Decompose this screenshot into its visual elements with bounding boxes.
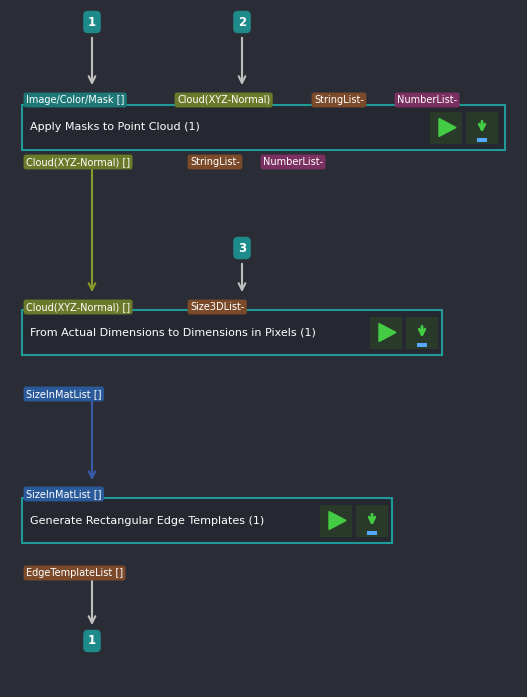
Polygon shape bbox=[439, 118, 456, 137]
Text: From Actual Dimensions to Dimensions in Pixels (1): From Actual Dimensions to Dimensions in … bbox=[30, 328, 316, 337]
Polygon shape bbox=[379, 323, 396, 342]
Text: EdgeTemplateList []: EdgeTemplateList [] bbox=[26, 568, 123, 578]
Text: Generate Rectangular Edge Templates (1): Generate Rectangular Edge Templates (1) bbox=[30, 516, 264, 526]
FancyBboxPatch shape bbox=[430, 112, 462, 144]
Text: 3: 3 bbox=[238, 241, 246, 254]
Text: 1: 1 bbox=[88, 634, 96, 648]
Text: SizeInMatList []: SizeInMatList [] bbox=[26, 389, 102, 399]
FancyBboxPatch shape bbox=[22, 105, 505, 150]
FancyBboxPatch shape bbox=[466, 112, 498, 144]
FancyBboxPatch shape bbox=[22, 310, 442, 355]
FancyBboxPatch shape bbox=[417, 342, 427, 346]
FancyBboxPatch shape bbox=[356, 505, 388, 537]
Polygon shape bbox=[329, 512, 346, 530]
Text: Cloud(XYZ-Normal): Cloud(XYZ-Normal) bbox=[177, 95, 270, 105]
FancyBboxPatch shape bbox=[406, 316, 438, 348]
Text: SizeInMatList []: SizeInMatList [] bbox=[26, 489, 102, 499]
FancyBboxPatch shape bbox=[367, 530, 377, 535]
Text: StringList-: StringList- bbox=[314, 95, 364, 105]
Text: StringList-: StringList- bbox=[190, 157, 240, 167]
FancyBboxPatch shape bbox=[477, 137, 487, 141]
Text: NumberList-: NumberList- bbox=[263, 157, 323, 167]
Text: Image/Color/Mask []: Image/Color/Mask [] bbox=[26, 95, 124, 105]
Text: Cloud(XYZ-Normal) []: Cloud(XYZ-Normal) [] bbox=[26, 302, 130, 312]
FancyBboxPatch shape bbox=[22, 498, 392, 543]
FancyBboxPatch shape bbox=[370, 316, 402, 348]
FancyBboxPatch shape bbox=[320, 505, 352, 537]
Text: 2: 2 bbox=[238, 15, 246, 29]
Text: 1: 1 bbox=[88, 15, 96, 29]
Text: Apply Masks to Point Cloud (1): Apply Masks to Point Cloud (1) bbox=[30, 123, 200, 132]
Text: NumberList-: NumberList- bbox=[397, 95, 457, 105]
Text: Cloud(XYZ-Normal) []: Cloud(XYZ-Normal) [] bbox=[26, 157, 130, 167]
Text: Size3DList-: Size3DList- bbox=[190, 302, 245, 312]
